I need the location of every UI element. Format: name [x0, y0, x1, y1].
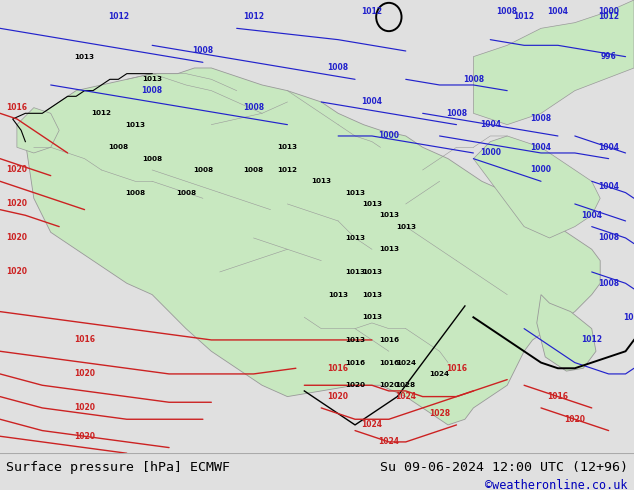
Text: Surface pressure [hPa] ECMWF: Surface pressure [hPa] ECMWF	[6, 461, 230, 474]
Text: 1020: 1020	[345, 382, 365, 388]
Text: 1012: 1012	[361, 7, 382, 16]
Text: 1013: 1013	[345, 190, 365, 196]
Text: 1008: 1008	[598, 233, 619, 243]
Text: 1012: 1012	[91, 110, 112, 116]
Polygon shape	[537, 294, 596, 371]
Text: 1008: 1008	[598, 279, 619, 288]
Text: Su 09-06-2024 12:00 UTC (12+96): Su 09-06-2024 12:00 UTC (12+96)	[380, 461, 628, 474]
Text: 1020: 1020	[564, 415, 585, 424]
Text: 1016: 1016	[328, 364, 349, 373]
Text: 1020: 1020	[6, 233, 27, 243]
Polygon shape	[474, 136, 600, 238]
Polygon shape	[17, 108, 59, 153]
Text: 1008: 1008	[446, 109, 467, 118]
Text: 1020: 1020	[6, 166, 27, 174]
Text: 1013: 1013	[379, 246, 399, 252]
Text: 1013: 1013	[379, 212, 399, 218]
Text: 1020: 1020	[74, 369, 95, 378]
Polygon shape	[25, 68, 600, 425]
Text: 1000: 1000	[531, 166, 552, 174]
Text: 1008: 1008	[192, 47, 214, 55]
Text: 1013: 1013	[328, 292, 348, 297]
Text: 1004: 1004	[547, 7, 569, 16]
Text: 1013: 1013	[126, 122, 145, 127]
Text: 1024: 1024	[361, 420, 382, 429]
Text: 1008: 1008	[125, 190, 145, 196]
Text: 1016: 1016	[547, 392, 569, 401]
Text: 1024: 1024	[378, 438, 399, 446]
Text: 1013: 1013	[396, 223, 416, 230]
Text: 1016: 1016	[6, 103, 27, 112]
Text: 1004: 1004	[581, 211, 602, 220]
Text: 1000: 1000	[480, 148, 501, 157]
Text: 1008: 1008	[531, 115, 552, 123]
Text: 1013: 1013	[75, 54, 94, 60]
Text: 1008: 1008	[463, 75, 484, 84]
Text: 1024: 1024	[395, 392, 417, 401]
Text: 1016: 1016	[378, 360, 399, 366]
Text: 1020: 1020	[6, 268, 27, 276]
Text: 1012: 1012	[278, 167, 297, 173]
Text: 1012: 1012	[243, 13, 264, 22]
Text: 1012: 1012	[581, 336, 602, 344]
Text: 1020: 1020	[74, 432, 95, 441]
Text: 1016: 1016	[345, 360, 365, 366]
Text: 1008: 1008	[176, 190, 196, 196]
Polygon shape	[474, 0, 634, 124]
Text: 1024: 1024	[430, 371, 450, 377]
Text: 1012: 1012	[598, 13, 619, 22]
Text: 1013: 1013	[362, 269, 382, 275]
Text: 1016: 1016	[446, 364, 467, 373]
Text: 1020: 1020	[379, 382, 399, 388]
Text: 1008: 1008	[328, 64, 349, 73]
Text: 1013: 1013	[142, 76, 162, 82]
Text: 1024: 1024	[396, 360, 416, 366]
Text: 1008: 1008	[141, 86, 163, 95]
Text: 1012: 1012	[108, 13, 129, 22]
Text: 1013: 1013	[278, 145, 297, 150]
Text: 1020: 1020	[328, 392, 349, 401]
Text: 1004: 1004	[480, 120, 501, 129]
Text: 1012: 1012	[514, 13, 534, 22]
Text: ©weatheronline.co.uk: ©weatheronline.co.uk	[485, 479, 628, 490]
Text: 1004: 1004	[598, 143, 619, 152]
Text: 1004: 1004	[598, 182, 619, 192]
Text: 1013: 1013	[345, 269, 365, 275]
Text: 1028: 1028	[429, 409, 450, 418]
Text: 1016: 1016	[378, 337, 399, 343]
Text: 1008: 1008	[243, 167, 264, 173]
Text: 1020: 1020	[6, 199, 27, 208]
Text: 1013: 1013	[362, 292, 382, 297]
Text: 1013: 1013	[345, 337, 365, 343]
Text: 1004: 1004	[531, 143, 552, 152]
Text: 1000: 1000	[378, 131, 399, 141]
Text: 1000: 1000	[598, 7, 619, 16]
Text: 996: 996	[601, 52, 616, 61]
Text: 1013: 1013	[362, 314, 382, 320]
Text: 1008: 1008	[496, 7, 518, 16]
Text: 1008: 1008	[142, 156, 162, 162]
Text: 1013: 1013	[362, 201, 382, 207]
Text: 1020: 1020	[74, 403, 95, 413]
Text: 1028: 1028	[396, 382, 416, 388]
Text: 1008: 1008	[108, 145, 129, 150]
Text: 1013: 1013	[345, 235, 365, 241]
Text: 1016: 1016	[74, 336, 95, 344]
Text: 1004: 1004	[361, 98, 382, 106]
Text: 1013: 1013	[311, 178, 331, 184]
Text: 1008: 1008	[243, 103, 264, 112]
Text: 1012: 1012	[623, 313, 634, 322]
Text: 1008: 1008	[193, 167, 213, 173]
